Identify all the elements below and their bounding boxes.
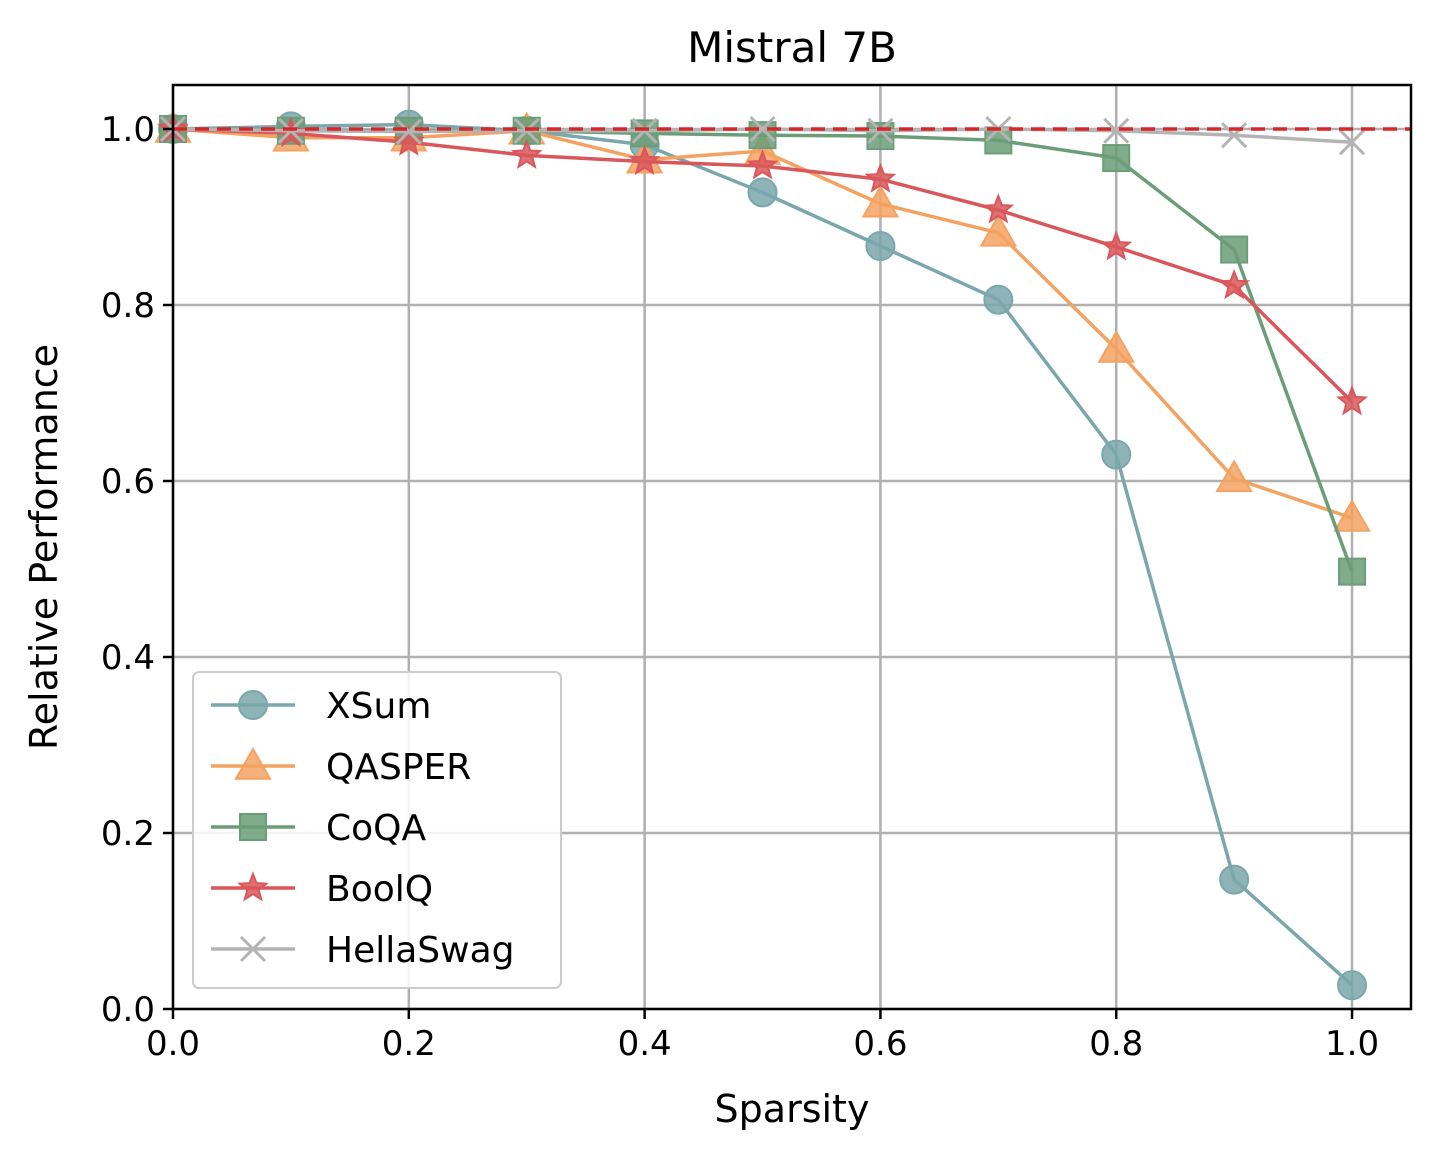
- data-point: [866, 122, 895, 151]
- data-point: [513, 117, 540, 144]
- legend-item: HellaSwag: [211, 930, 515, 971]
- data-point: [1338, 129, 1366, 156]
- series-boolq: [157, 112, 1369, 416]
- data-point: [861, 184, 900, 218]
- data-point: [277, 117, 304, 144]
- data-point: [1333, 498, 1371, 532]
- data-point: [749, 115, 776, 143]
- legend-marker: [239, 813, 267, 841]
- legend-marker: [237, 871, 269, 902]
- data-point: [983, 284, 1014, 315]
- series-qasper: [154, 109, 1371, 532]
- data-point: [1338, 557, 1367, 586]
- y-tick-label: 0.8: [101, 286, 155, 326]
- legend-label: BoolQ: [326, 869, 433, 910]
- axis-ticks: 0.0 0.2 0.4 0.6 0.8 1.0 0.0 0.2 0.4 0.6 0.8 1.0: [101, 110, 1379, 1064]
- axes-frame: [171, 83, 1413, 1011]
- data-point: [982, 193, 1015, 224]
- data-point: [1221, 122, 1248, 149]
- data-point: [1215, 459, 1253, 493]
- y-axis-label: Relative Performance: [22, 344, 66, 750]
- legend-marker: [234, 746, 272, 780]
- data-point: [1102, 144, 1131, 173]
- y-tick-label: 0.2: [101, 814, 155, 854]
- data-point: [395, 118, 422, 145]
- y-tick-label: 0.0: [101, 990, 155, 1030]
- data-point: [628, 144, 661, 176]
- legend-marker: [238, 690, 268, 720]
- data-point: [510, 138, 543, 169]
- data-point: [631, 117, 658, 144]
- x-tick-label: 0.6: [853, 1024, 907, 1064]
- series-hellaswag: [159, 115, 1366, 156]
- data-point: [392, 125, 425, 156]
- chart-title: Mistral 7B: [687, 23, 897, 72]
- data-point: [746, 149, 779, 180]
- legend-marker: [239, 935, 267, 963]
- data-point: [1103, 117, 1130, 144]
- legend-label: CoQA: [326, 808, 426, 849]
- data-point: [865, 231, 896, 262]
- data-point: [979, 213, 1018, 247]
- data-point: [1100, 230, 1133, 261]
- data-point: [1097, 329, 1135, 363]
- y-tick-label: 1.0: [101, 110, 155, 150]
- legend-item: BoolQ: [211, 869, 433, 910]
- x-tick-label: 0.4: [618, 1024, 672, 1064]
- legend-label: XSum: [326, 686, 431, 727]
- data-point: [1336, 385, 1369, 416]
- data-point: [1220, 235, 1249, 264]
- data-point: [1101, 439, 1132, 470]
- data-point: [984, 126, 1013, 155]
- x-tick-label: 0.0: [146, 1024, 200, 1064]
- x-tick-label: 0.8: [1089, 1024, 1143, 1064]
- legend-label: HellaSwag: [326, 930, 515, 971]
- x-tick-label: 0.2: [382, 1024, 436, 1064]
- data-point: [864, 162, 897, 193]
- data-point: [1337, 970, 1368, 1001]
- y-tick-label: 0.6: [101, 462, 155, 502]
- y-tick-label: 0.4: [101, 638, 155, 678]
- legend-box: [192, 671, 562, 989]
- data-point: [747, 177, 778, 208]
- data-point: [630, 119, 659, 148]
- plot-area: [154, 109, 1411, 1001]
- x-axis-label: Sparsity: [715, 1087, 870, 1131]
- legend-item: CoQA: [211, 808, 426, 849]
- legend-label: QASPER: [326, 747, 471, 788]
- data-point: [1219, 864, 1250, 895]
- legend-item: QASPER: [211, 746, 471, 788]
- data-point: [748, 121, 777, 150]
- legend-item: XSum: [211, 686, 431, 727]
- x-tick-label: 1.0: [1325, 1024, 1379, 1064]
- data-point: [867, 117, 894, 144]
- legend: XSum QASPER CoQA BoolQ HellaSwag: [192, 671, 562, 989]
- data-point: [1218, 268, 1251, 300]
